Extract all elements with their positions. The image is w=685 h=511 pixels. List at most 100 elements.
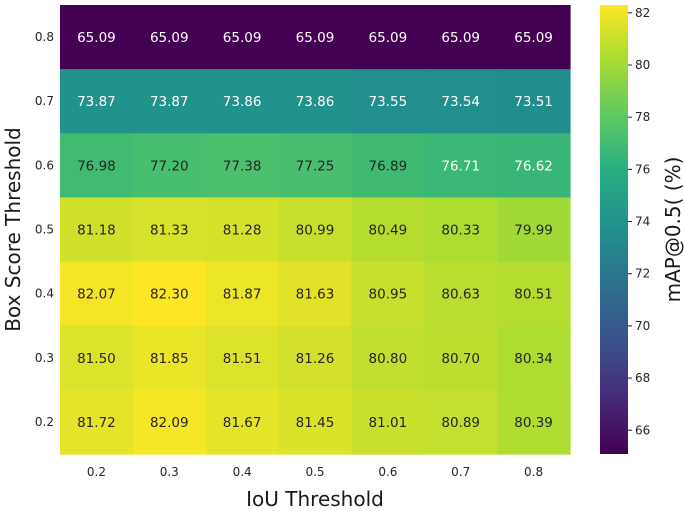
cell-value-label: 73.54 <box>441 94 480 110</box>
heatmap-cell <box>278 69 353 134</box>
heatmap-cells <box>60 5 571 455</box>
cell-value-label: 81.18 <box>77 223 116 239</box>
heatmap-cell <box>278 325 353 391</box>
cell-value-label: 65.09 <box>150 30 189 46</box>
cell-value-label: 73.86 <box>223 94 262 110</box>
colorbar-title: mAP@0.5( (%) <box>661 157 685 303</box>
cell-value-label: 81.87 <box>223 287 262 303</box>
heatmap-cell <box>205 389 280 455</box>
cell-value-label: 80.99 <box>296 223 335 239</box>
heatmap-cell <box>132 197 207 263</box>
cell-value-label: 65.09 <box>441 30 480 46</box>
heatmap-cell <box>60 69 134 134</box>
heatmap-cell <box>351 261 425 327</box>
cell-value-label: 76.62 <box>514 158 553 174</box>
heatmap-cell <box>60 133 134 199</box>
heatmap-cell <box>132 389 207 455</box>
heatmap-cell <box>497 325 571 391</box>
heatmap-cell <box>205 5 280 70</box>
heatmap-cell <box>278 389 353 455</box>
heatmap-cell <box>205 197 280 263</box>
cell-value-label: 73.86 <box>296 94 335 110</box>
cell-value-label: 81.63 <box>296 287 335 303</box>
colorbar-tick-label: 68 <box>635 371 650 385</box>
y-tick-label: 0.6 <box>35 158 54 172</box>
colorbar-tick-label: 72 <box>635 267 650 281</box>
cell-value-label: 81.50 <box>77 351 116 367</box>
y-tick-label: 0.4 <box>35 287 54 301</box>
heatmap-cell <box>278 197 353 263</box>
heatmap-cell <box>60 325 134 391</box>
heatmap-cell <box>205 133 280 199</box>
heatmap-cell <box>351 133 425 199</box>
heatmap-cell <box>132 325 207 391</box>
heatmap-cell <box>205 69 280 134</box>
heatmap-cell <box>351 5 425 70</box>
cell-value-label: 81.67 <box>223 415 262 431</box>
heatmap-cell <box>132 69 207 134</box>
cell-value-label: 73.87 <box>77 94 116 110</box>
cell-value-label: 76.71 <box>441 158 480 174</box>
cell-value-label: 81.85 <box>150 351 189 367</box>
x-axis-title: IoU Threshold <box>246 487 384 511</box>
colorbar-tick-label: 82 <box>635 6 650 20</box>
colorbar-tick-label: 80 <box>635 58 650 72</box>
cell-value-label: 80.63 <box>441 287 480 303</box>
heatmap-cell <box>205 261 280 327</box>
cell-value-label: 80.33 <box>441 223 480 239</box>
cell-value-label: 80.89 <box>441 415 480 431</box>
heatmap-cell <box>205 325 280 391</box>
y-tick-label: 0.3 <box>35 351 54 365</box>
cell-value-label: 80.39 <box>514 415 553 431</box>
heatmap-cell <box>132 261 207 327</box>
cell-value-label: 73.51 <box>514 94 553 110</box>
cell-value-label: 81.45 <box>296 415 335 431</box>
y-axis-title: Box Score Threshold <box>1 127 25 331</box>
cell-value-label: 82.09 <box>150 415 189 431</box>
colorbar-tick-label: 74 <box>635 215 650 229</box>
y-tick-label: 0.5 <box>35 223 54 237</box>
heatmap-cell <box>424 197 498 263</box>
cell-value-label: 79.99 <box>514 223 553 239</box>
cell-value-label: 73.87 <box>150 94 189 110</box>
heatmap-cell <box>351 197 425 263</box>
x-tick-label: 0.5 <box>305 465 324 479</box>
cell-labels: 65.09 65.09 65.09 65.09 65.09 65.09 65.09 73.87… <box>77 30 553 431</box>
heatmap-cell <box>497 197 571 263</box>
colorbar-ticks: 66 68 70 72 74 76 78 80 82 <box>628 6 650 437</box>
cell-value-label: 80.51 <box>514 287 553 303</box>
heatmap-cell <box>424 5 498 70</box>
cell-value-label: 65.09 <box>514 30 553 46</box>
y-tick-label: 0.2 <box>35 415 54 429</box>
cell-value-label: 80.49 <box>369 223 408 239</box>
y-tick-label: 0.8 <box>35 30 54 44</box>
colorbar-tick-label: 76 <box>635 162 650 176</box>
cell-value-label: 80.80 <box>369 351 408 367</box>
cell-value-label: 80.95 <box>369 287 408 303</box>
cell-value-label: 81.72 <box>77 415 116 431</box>
cell-value-label: 81.26 <box>296 351 335 367</box>
heatmap-cell <box>60 5 134 70</box>
heatmap-cell <box>132 133 207 199</box>
colorbar-tick-label: 66 <box>635 423 650 437</box>
heatmap-cell <box>351 325 425 391</box>
cell-value-label: 65.09 <box>77 30 116 46</box>
heatmap-cell <box>132 5 207 70</box>
cell-value-label: 76.89 <box>369 158 408 174</box>
cell-value-label: 81.33 <box>150 223 189 239</box>
cell-value-label: 65.09 <box>296 30 335 46</box>
cell-value-label: 81.51 <box>223 351 262 367</box>
cell-value-label: 81.28 <box>223 223 262 239</box>
heatmap-cell <box>60 197 134 263</box>
cell-value-label: 81.01 <box>369 415 408 431</box>
heatmap-cell <box>351 389 425 455</box>
cell-value-label: 73.55 <box>369 94 408 110</box>
x-tick-label: 0.6 <box>378 465 397 479</box>
heatmap-cell <box>278 5 353 70</box>
heatmap-cell <box>278 133 353 199</box>
colorbar <box>600 5 628 454</box>
x-tick-label: 0.7 <box>451 465 470 479</box>
cell-value-label: 80.70 <box>441 351 480 367</box>
x-tick-label: 0.4 <box>233 465 252 479</box>
